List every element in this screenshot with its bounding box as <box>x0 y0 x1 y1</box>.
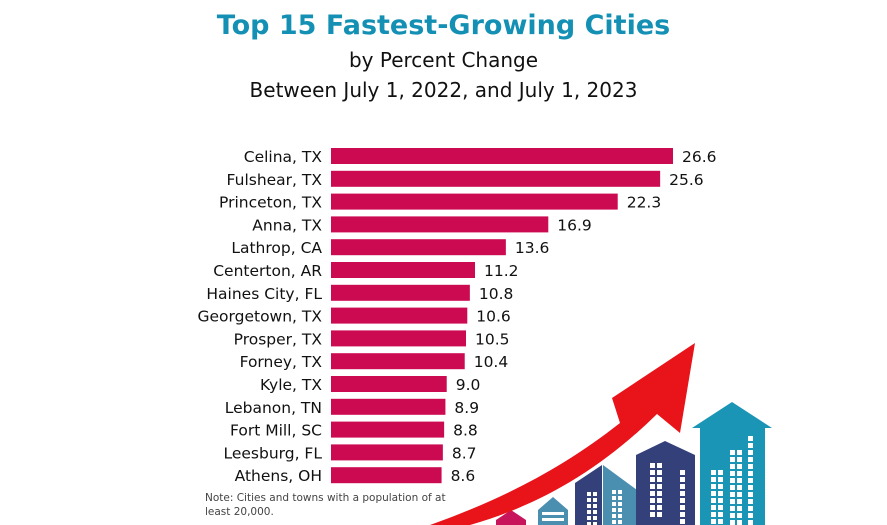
value-label: 10.8 <box>479 285 514 303</box>
category-label: Centerton, AR <box>213 262 322 280</box>
bar <box>331 330 466 347</box>
bar <box>331 170 661 187</box>
category-label: Leesburg, FL <box>223 444 322 462</box>
category-label: Lathrop, CA <box>231 239 322 257</box>
bar <box>331 353 465 370</box>
value-label: 9.0 <box>456 376 481 394</box>
category-label: Fulshear, TX <box>227 171 323 189</box>
value-label: 11.2 <box>484 262 519 280</box>
category-label: Fort Mill, SC <box>230 422 322 440</box>
category-label: Georgetown, TX <box>197 308 322 326</box>
value-label: 10.4 <box>474 353 509 371</box>
bar <box>331 284 470 301</box>
value-label: 8.9 <box>454 399 479 417</box>
bar <box>331 398 446 415</box>
chart-subtitle-line-2: Between July 1, 2022, and July 1, 2023 <box>249 78 638 102</box>
category-label: Forney, TX <box>240 353 323 371</box>
bar <box>331 307 468 324</box>
value-label: 25.6 <box>669 171 704 189</box>
bars-group <box>331 148 673 484</box>
value-label: 8.8 <box>453 422 478 440</box>
bar <box>331 421 445 438</box>
category-label: Celina, TX <box>244 148 323 166</box>
category-label: Princeton, TX <box>219 194 322 212</box>
value-labels: 26.6 25.6 22.3 16.9 13.6 11.2 10.8 10.6 10.5 10.4… <box>451 148 717 485</box>
chart-note: Note: Cities and towns with a population… <box>205 492 446 518</box>
category-label: Kyle, TX <box>260 376 322 394</box>
category-label: Anna, TX <box>252 216 322 234</box>
chart-title: Top 15 Fastest-Growing Cities <box>216 10 671 41</box>
bar <box>331 148 673 164</box>
category-label: Lebanon, TN <box>225 399 322 417</box>
category-label: Haines City, FL <box>206 285 322 303</box>
bar <box>331 193 618 210</box>
value-label: 13.6 <box>515 239 550 257</box>
value-label: 8.7 <box>452 444 477 462</box>
category-labels: Celina, TX Fulshear, TX Princeton, TX Anna,… <box>197 148 322 485</box>
value-label: 26.6 <box>682 148 717 166</box>
bar <box>331 376 447 392</box>
chart-subtitle-line-1: by Percent Change <box>348 48 539 72</box>
value-label: 16.9 <box>557 216 592 234</box>
bar <box>331 216 549 233</box>
value-label: 10.6 <box>476 308 511 326</box>
bar <box>331 444 443 461</box>
value-label: 8.6 <box>451 467 476 485</box>
bar <box>331 239 506 256</box>
value-label: 10.5 <box>475 330 510 348</box>
bar <box>331 262 475 278</box>
category-label: Prosper, TX <box>234 330 323 348</box>
category-label: Athens, OH <box>235 467 322 485</box>
value-label: 22.3 <box>627 194 662 212</box>
bar <box>331 467 442 484</box>
